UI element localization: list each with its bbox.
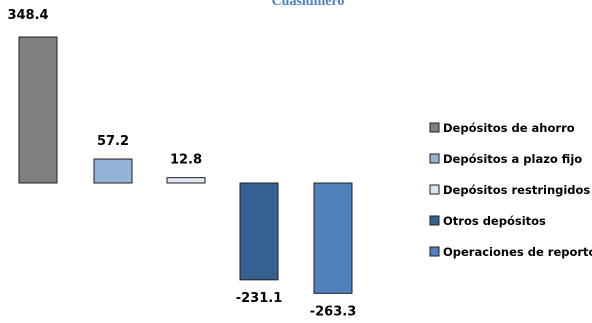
bar-1	[18, 36, 58, 184]
value-labels-group: 348.4 57.2 12.8 -231.1 -263.3	[7, 8, 356, 319]
legend-swatch-4	[429, 215, 440, 226]
legend-label-5: Operaciones de reporto	[443, 245, 592, 259]
bar-2	[93, 158, 133, 184]
legend-label-3: Depósitos restringidos	[443, 183, 590, 197]
value-label-4: -231.1	[236, 291, 283, 306]
value-label-3: 12.8	[170, 153, 202, 168]
legend: Depósitos de ahorro Depósitos a plazo fij…	[429, 121, 592, 259]
bars-group	[18, 36, 353, 294]
bar-5	[313, 182, 353, 294]
value-label-5: -263.3	[310, 304, 357, 319]
legend-swatch-5	[429, 246, 440, 257]
legend-label-4: Otros depósitos	[443, 214, 546, 228]
legend-label-1: Depósitos de ahorro	[443, 121, 575, 135]
bar-4	[239, 182, 279, 281]
value-label-1: 348.4	[7, 8, 48, 23]
value-label-2: 57.2	[97, 134, 129, 149]
bar-3	[166, 177, 206, 184]
legend-swatch-1	[429, 122, 440, 133]
legend-swatch-3	[429, 184, 440, 195]
chart-title: Cuasidinero	[272, 0, 345, 9]
legend-swatch-2	[429, 153, 440, 164]
legend-label-2: Depósitos a plazo fijo	[443, 152, 582, 166]
